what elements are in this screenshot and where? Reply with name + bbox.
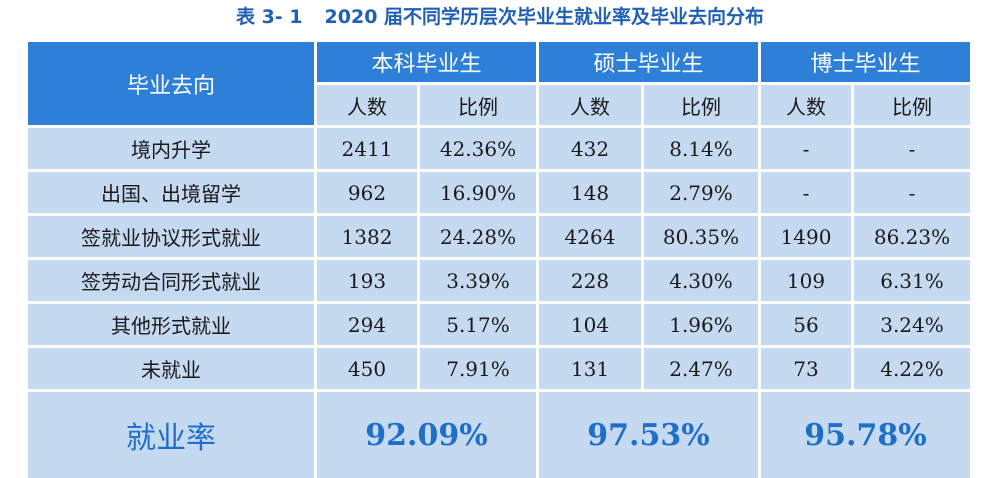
subheader-count: 人数: [761, 85, 851, 125]
table-cell: 2.79%: [644, 172, 758, 213]
header-doctor: 博士毕业生: [761, 42, 970, 82]
table-caption: 表 3- 1 2020 届不同学历层次毕业生就业率及毕业去向分布: [0, 4, 1000, 30]
subheader-count: 人数: [317, 85, 417, 125]
subheader-ratio: 比例: [854, 85, 970, 125]
row-label: 签就业协议形式就业: [28, 216, 314, 257]
table-cell: 16.90%: [420, 172, 536, 213]
table-cell: -: [854, 128, 970, 169]
table-cell: 450: [317, 348, 417, 389]
table-cell: 7.91%: [420, 348, 536, 389]
row-label: 签劳动合同形式就业: [28, 260, 314, 301]
employment-rate-label: 就业率: [28, 392, 314, 478]
header-destination: 毕业去向: [28, 42, 314, 125]
table-cell: -: [761, 128, 851, 169]
table-title: 2020 届不同学历层次毕业生就业率及毕业去向分布: [324, 6, 765, 28]
table-cell: 6.31%: [854, 260, 970, 301]
table-cell: 193: [317, 260, 417, 301]
table-cell: 73: [761, 348, 851, 389]
table-cell: -: [761, 172, 851, 213]
table-cell: 1382: [317, 216, 417, 257]
table-number: 表 3- 1: [235, 6, 303, 28]
table-cell: 109: [761, 260, 851, 301]
table-cell: 3.39%: [420, 260, 536, 301]
subheader-ratio: 比例: [420, 85, 536, 125]
employment-table: 毕业去向 本科毕业生 硕士毕业生 博士毕业生 人数 比例 人数 比例 人数 比例…: [28, 42, 970, 478]
row-label: 未就业: [28, 348, 314, 389]
table-cell: 8.14%: [644, 128, 758, 169]
table-cell: 86.23%: [854, 216, 970, 257]
table-cell: 56: [761, 304, 851, 345]
table-cell: 4.22%: [854, 348, 970, 389]
subheader-count: 人数: [539, 85, 641, 125]
table-cell: 4264: [539, 216, 641, 257]
table-cell: 42.36%: [420, 128, 536, 169]
table-cell: 24.28%: [420, 216, 536, 257]
table-cell: 228: [539, 260, 641, 301]
table-cell: 80.35%: [644, 216, 758, 257]
table-cell: 148: [539, 172, 641, 213]
row-label: 其他形式就业: [28, 304, 314, 345]
header-undergraduate: 本科毕业生: [317, 42, 536, 82]
table-cell: 294: [317, 304, 417, 345]
table-cell: 1490: [761, 216, 851, 257]
table-cell: 3.24%: [854, 304, 970, 345]
table-cell: 2411: [317, 128, 417, 169]
table-cell: 131: [539, 348, 641, 389]
table-cell: 962: [317, 172, 417, 213]
subheader-ratio: 比例: [644, 85, 758, 125]
table-cell: -: [854, 172, 970, 213]
row-label: 出国、出境留学: [28, 172, 314, 213]
table-cell: 432: [539, 128, 641, 169]
row-label: 境内升学: [28, 128, 314, 169]
employment-rate-master: 97.53%: [539, 392, 758, 478]
table-cell: 2.47%: [644, 348, 758, 389]
table-cell: 5.17%: [420, 304, 536, 345]
employment-rate-doctor: 95.78%: [761, 392, 970, 478]
header-master: 硕士毕业生: [539, 42, 758, 82]
table-cell: 4.30%: [644, 260, 758, 301]
employment-rate-undergraduate: 92.09%: [317, 392, 536, 478]
table-cell: 1.96%: [644, 304, 758, 345]
table-cell: 104: [539, 304, 641, 345]
